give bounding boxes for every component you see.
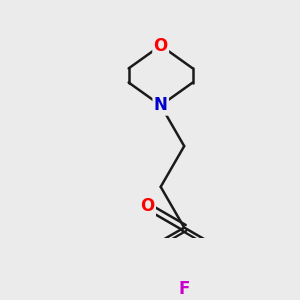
Text: F: F [178, 280, 190, 298]
Text: N: N [154, 96, 168, 114]
Text: O: O [140, 197, 155, 215]
Text: O: O [154, 37, 168, 55]
